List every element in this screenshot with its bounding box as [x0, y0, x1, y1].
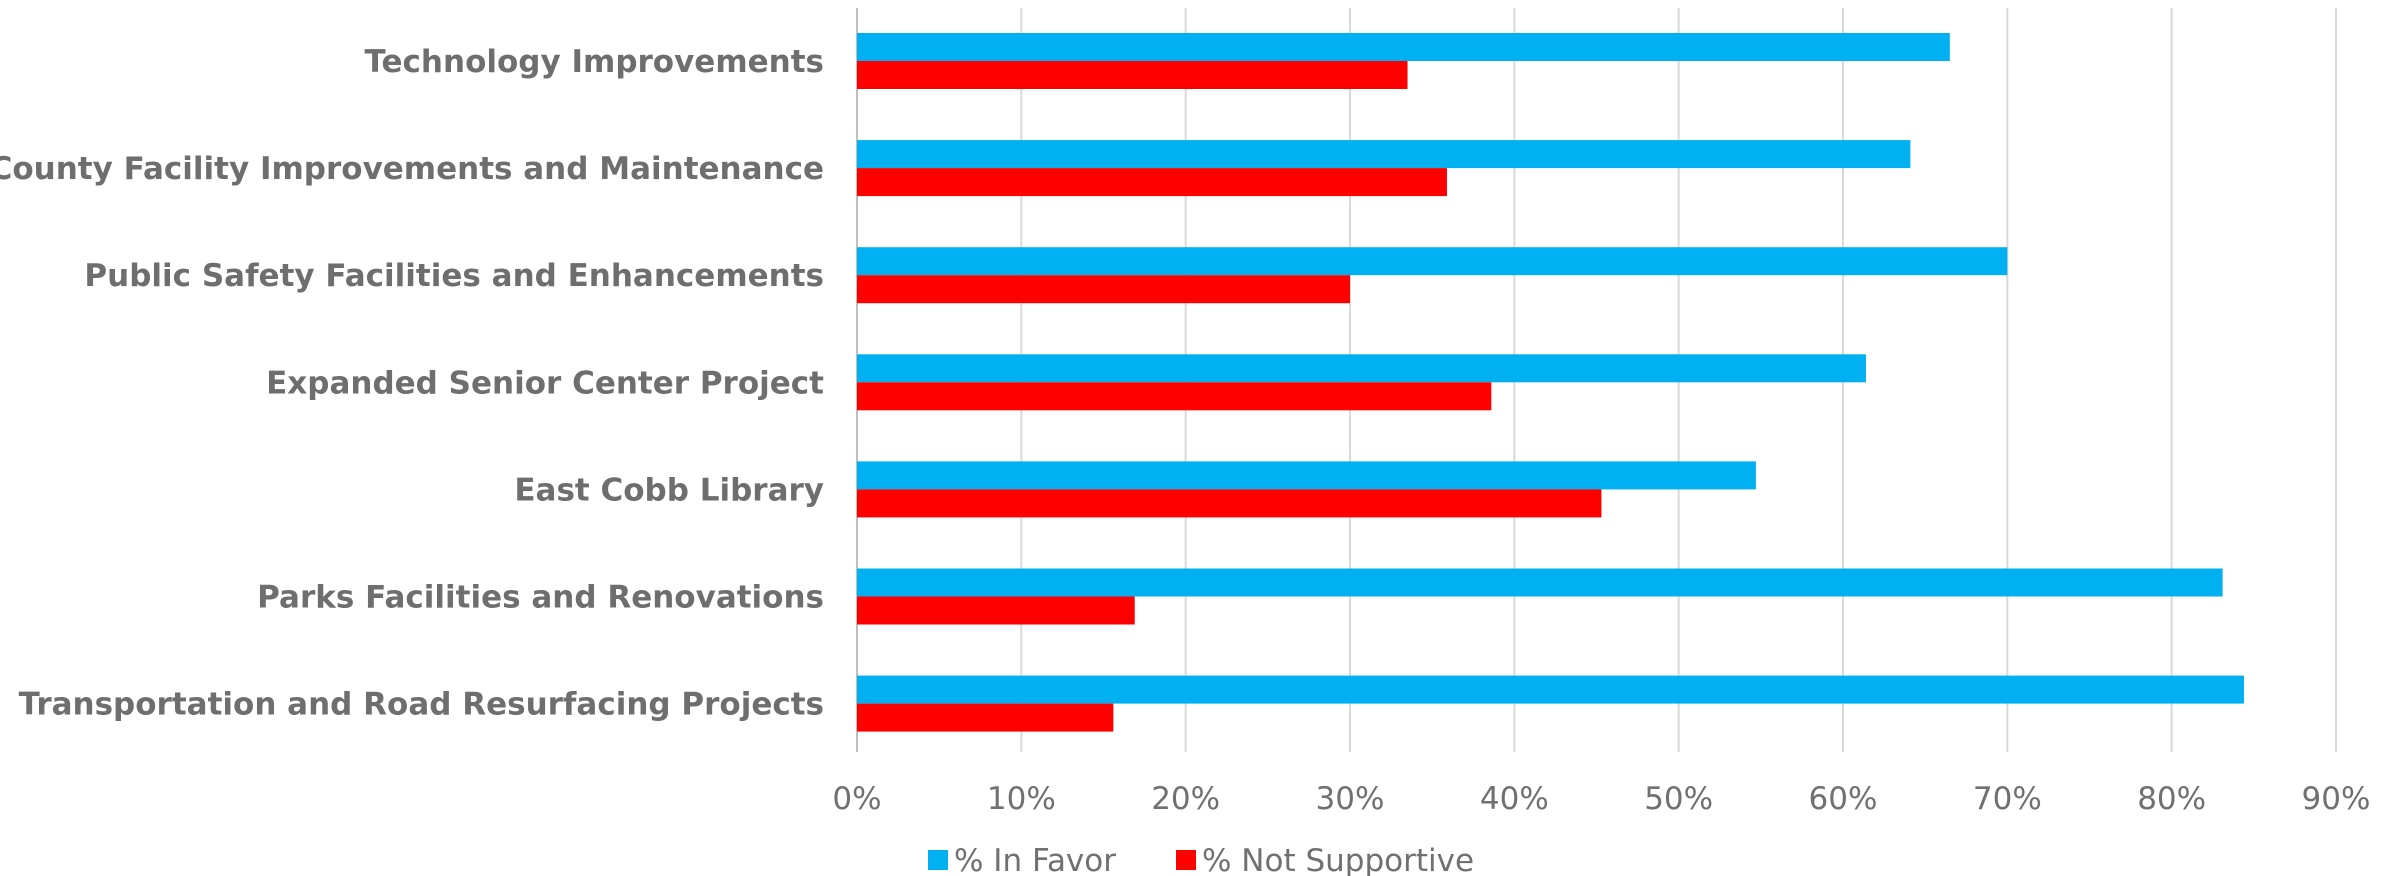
category-label: County Facility Improvements and Mainten…: [0, 151, 824, 187]
bar-not-supportive: [857, 275, 1350, 304]
category-label: Transportation and Road Resurfacing Proj…: [19, 687, 824, 723]
legend-swatch: [1176, 850, 1196, 870]
bar-in-favor: [857, 675, 2244, 704]
bar-in-favor: [857, 568, 2223, 597]
category-labels: Technology Improvements County Facility I…: [0, 44, 824, 723]
x-tick-label: 40%: [1480, 781, 1549, 817]
x-tick-label: 20%: [1151, 781, 1220, 817]
x-tick-label: 0%: [832, 781, 881, 817]
bar-not-supportive: [857, 596, 1135, 625]
bar-in-favor: [857, 247, 2008, 276]
x-tick-label: 60%: [1809, 781, 1878, 817]
x-tick-label: 30%: [1316, 781, 1385, 817]
bar-in-favor: [857, 461, 1756, 490]
legend-swatch: [928, 850, 948, 870]
category-label: East Cobb Library: [514, 472, 824, 508]
bar-not-supportive: [857, 61, 1408, 89]
bar-not-supportive: [857, 703, 1114, 732]
bars: [857, 33, 2244, 732]
category-label: Public Safety Facilities and Enhancement…: [84, 258, 824, 294]
x-tick-label: 70%: [1973, 781, 2042, 817]
bar-in-favor: [857, 354, 1867, 383]
bar-not-supportive: [857, 489, 1602, 518]
x-axis-ticks: 0% 10% 20% 30% 40% 50% 60% 70% 80% 90%: [832, 781, 2370, 817]
x-tick-label: 90%: [2302, 781, 2371, 817]
legend: % In Favor % Not Supportive: [928, 843, 1474, 876]
x-tick-label: 10%: [987, 781, 1056, 817]
legend-label: % In Favor: [954, 843, 1116, 876]
x-tick-label: 80%: [2137, 781, 2206, 817]
bar-in-favor: [857, 140, 1911, 169]
category-label: Parks Facilities and Renovations: [257, 580, 824, 616]
x-tick-label: 50%: [1644, 781, 1713, 817]
legend-label: % Not Supportive: [1202, 843, 1474, 876]
category-label: Technology Improvements: [365, 44, 825, 80]
bar-not-supportive: [857, 168, 1447, 197]
category-label: Expanded Senior Center Project: [266, 365, 824, 401]
bar-not-supportive: [857, 382, 1492, 411]
bar-in-favor: [857, 33, 1950, 61]
